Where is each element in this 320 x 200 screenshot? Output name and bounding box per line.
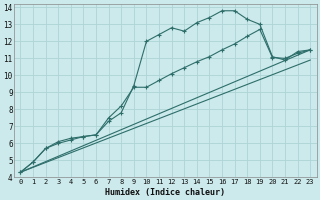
X-axis label: Humidex (Indice chaleur): Humidex (Indice chaleur) [105, 188, 225, 197]
